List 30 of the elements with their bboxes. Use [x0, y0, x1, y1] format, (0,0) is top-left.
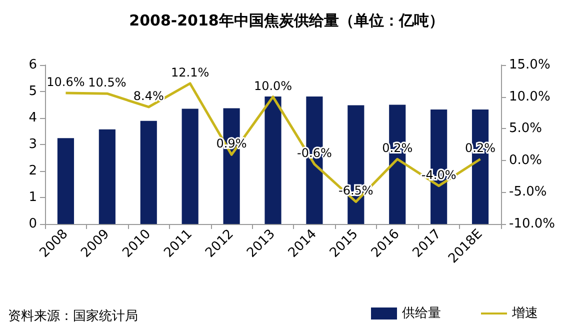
data-label: -6.5% — [338, 184, 374, 198]
data-label: 10.0% — [254, 78, 292, 93]
bar — [57, 138, 74, 224]
y2-tick-label: -10.0% — [509, 216, 555, 232]
bar — [140, 120, 157, 224]
y2-tick-label: 10.0% — [509, 89, 550, 104]
y-tick-label: 6 — [28, 58, 37, 72]
legend-label: 供给量 — [402, 306, 441, 321]
text: 资料来源：国家统计局 — [8, 308, 138, 324]
bar — [264, 96, 282, 224]
data-label: 8.4% — [133, 88, 164, 103]
data-label: 10.5% — [88, 76, 126, 90]
y2-tick-label: 5.0% — [509, 121, 542, 136]
data-label: -4.0% — [421, 168, 456, 182]
y2-tick-label: 0.0% — [509, 152, 542, 168]
legend-label: 增速 — [511, 306, 538, 321]
y-tick-label: 2 — [28, 164, 37, 178]
data-label: 0.9% — [216, 136, 247, 151]
chart-title: 2008-2018年中国焦炭供给量（单位：亿吨） — [129, 12, 444, 30]
data-label: 10.6% — [46, 74, 85, 89]
y-tick-label: 5 — [28, 84, 37, 99]
data-label: 12.1% — [171, 65, 210, 80]
bar — [182, 108, 198, 224]
y-tick-label: 4 — [28, 110, 37, 126]
y2-tick-label: -5.0% — [509, 184, 547, 200]
bar — [98, 129, 116, 224]
y-tick-label: 3 — [28, 137, 37, 152]
y2-tick-label: 15.0% — [509, 58, 550, 72]
y-tick-label: 1 — [28, 190, 37, 205]
y-tick-label: 0 — [28, 216, 37, 232]
